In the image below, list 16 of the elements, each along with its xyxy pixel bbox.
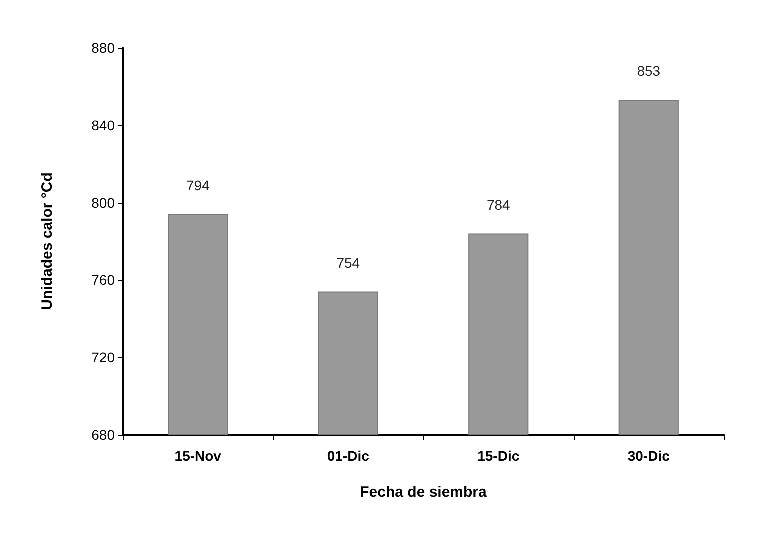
data-label: 794 [186, 177, 210, 194]
x-tick-label: 30-Dic [628, 448, 670, 464]
y-tick-label: 720 [92, 350, 116, 366]
y-tick-label: 800 [92, 194, 116, 211]
x-tick-label: 01-Dic [327, 448, 370, 464]
x-tick-label: 15-Dic [478, 448, 520, 464]
data-label: 853 [637, 63, 661, 80]
y-tick-label: 880 [92, 40, 116, 56]
x-axis-title: Fecha de siembra [360, 484, 488, 501]
data-label: 754 [336, 254, 360, 271]
y-axis-title: Unidades calor °Cd [39, 172, 56, 310]
y-tick-label: 680 [92, 427, 116, 443]
y-tick-label: 760 [92, 272, 116, 288]
y-tick-label: 840 [92, 117, 116, 134]
data-label: 784 [486, 196, 511, 213]
x-tick-label: 15-Nov [174, 448, 222, 464]
